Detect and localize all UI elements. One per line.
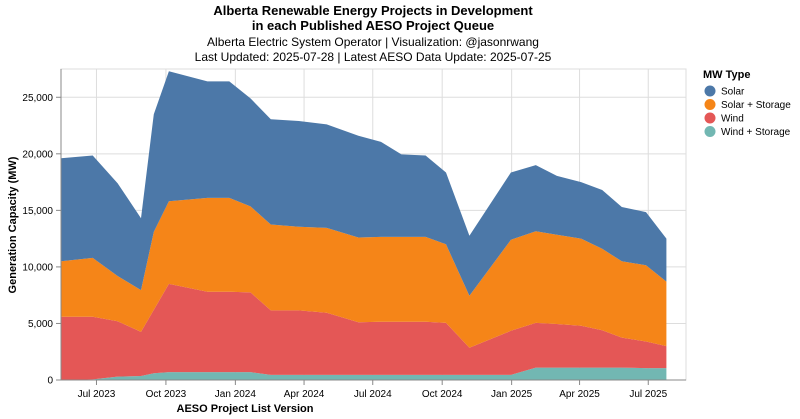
chart-subtitle-line-1: Alberta Electric System Operator | Visua… (207, 35, 539, 49)
x-tick-label-1: Oct 2023 (146, 389, 187, 400)
legend-label-0: Solar (721, 87, 745, 98)
legend-title: MW Type (703, 69, 750, 81)
y-tick-label-3: 15,000 (22, 206, 53, 217)
area-solar (61, 71, 667, 296)
x-tick-label-2: Jan 2024 (215, 389, 257, 400)
y-tick-label-0: 0 (47, 376, 53, 387)
x-axis-title: AESO Project List Version (177, 403, 314, 415)
y-axis-title: Generation Capacity (MW) (7, 156, 19, 293)
chart-title-line-1: Alberta Renewable Energy Projects in Dev… (213, 3, 533, 18)
legend-swatch-1 (704, 99, 716, 110)
y-tick-label-1: 5,000 (28, 319, 53, 330)
x-tick-label-3: Apr 2024 (284, 389, 325, 400)
legend: MW Type Solar Solar + Storage Wind Wind + S… (703, 69, 791, 138)
legend-label-3: Wind + Storage (721, 127, 791, 138)
legend-label-1: Solar + Storage (721, 100, 791, 111)
chart-subtitle-line-2: Last Updated: 2025-07-28 | Latest AESO D… (195, 50, 552, 64)
x-tick-label-6: Jan 2025 (491, 389, 533, 400)
x-tick-label-8: Jul 2025 (629, 389, 667, 400)
area-solar-storage (61, 197, 667, 348)
legend-swatch-3 (704, 126, 716, 137)
chart-title-line-2: in each Published AESO Project Queue (252, 18, 494, 33)
x-tick-label-5: Oct 2024 (422, 389, 463, 400)
x-tick-label-0: Jul 2023 (78, 389, 116, 400)
legend-swatch-2 (704, 112, 716, 124)
y-tick-label-2: 10,000 (22, 262, 53, 273)
stacked-areas (61, 71, 667, 380)
x-tick-label-4: Jul 2024 (354, 389, 392, 400)
y-tick-label-5: 25,000 (22, 93, 53, 104)
area-wind-storage (61, 367, 667, 380)
x-tick-label-7: Apr 2025 (559, 389, 600, 400)
legend-swatch-0 (704, 85, 716, 97)
legend-label-2: Wind (721, 114, 744, 125)
area-wind (61, 283, 667, 380)
y-tick-label-4: 20,000 (22, 149, 53, 160)
axes: 0 5,000 10,000 15,000 20,000 25,000 Jul 2023 Oc… (22, 69, 686, 400)
